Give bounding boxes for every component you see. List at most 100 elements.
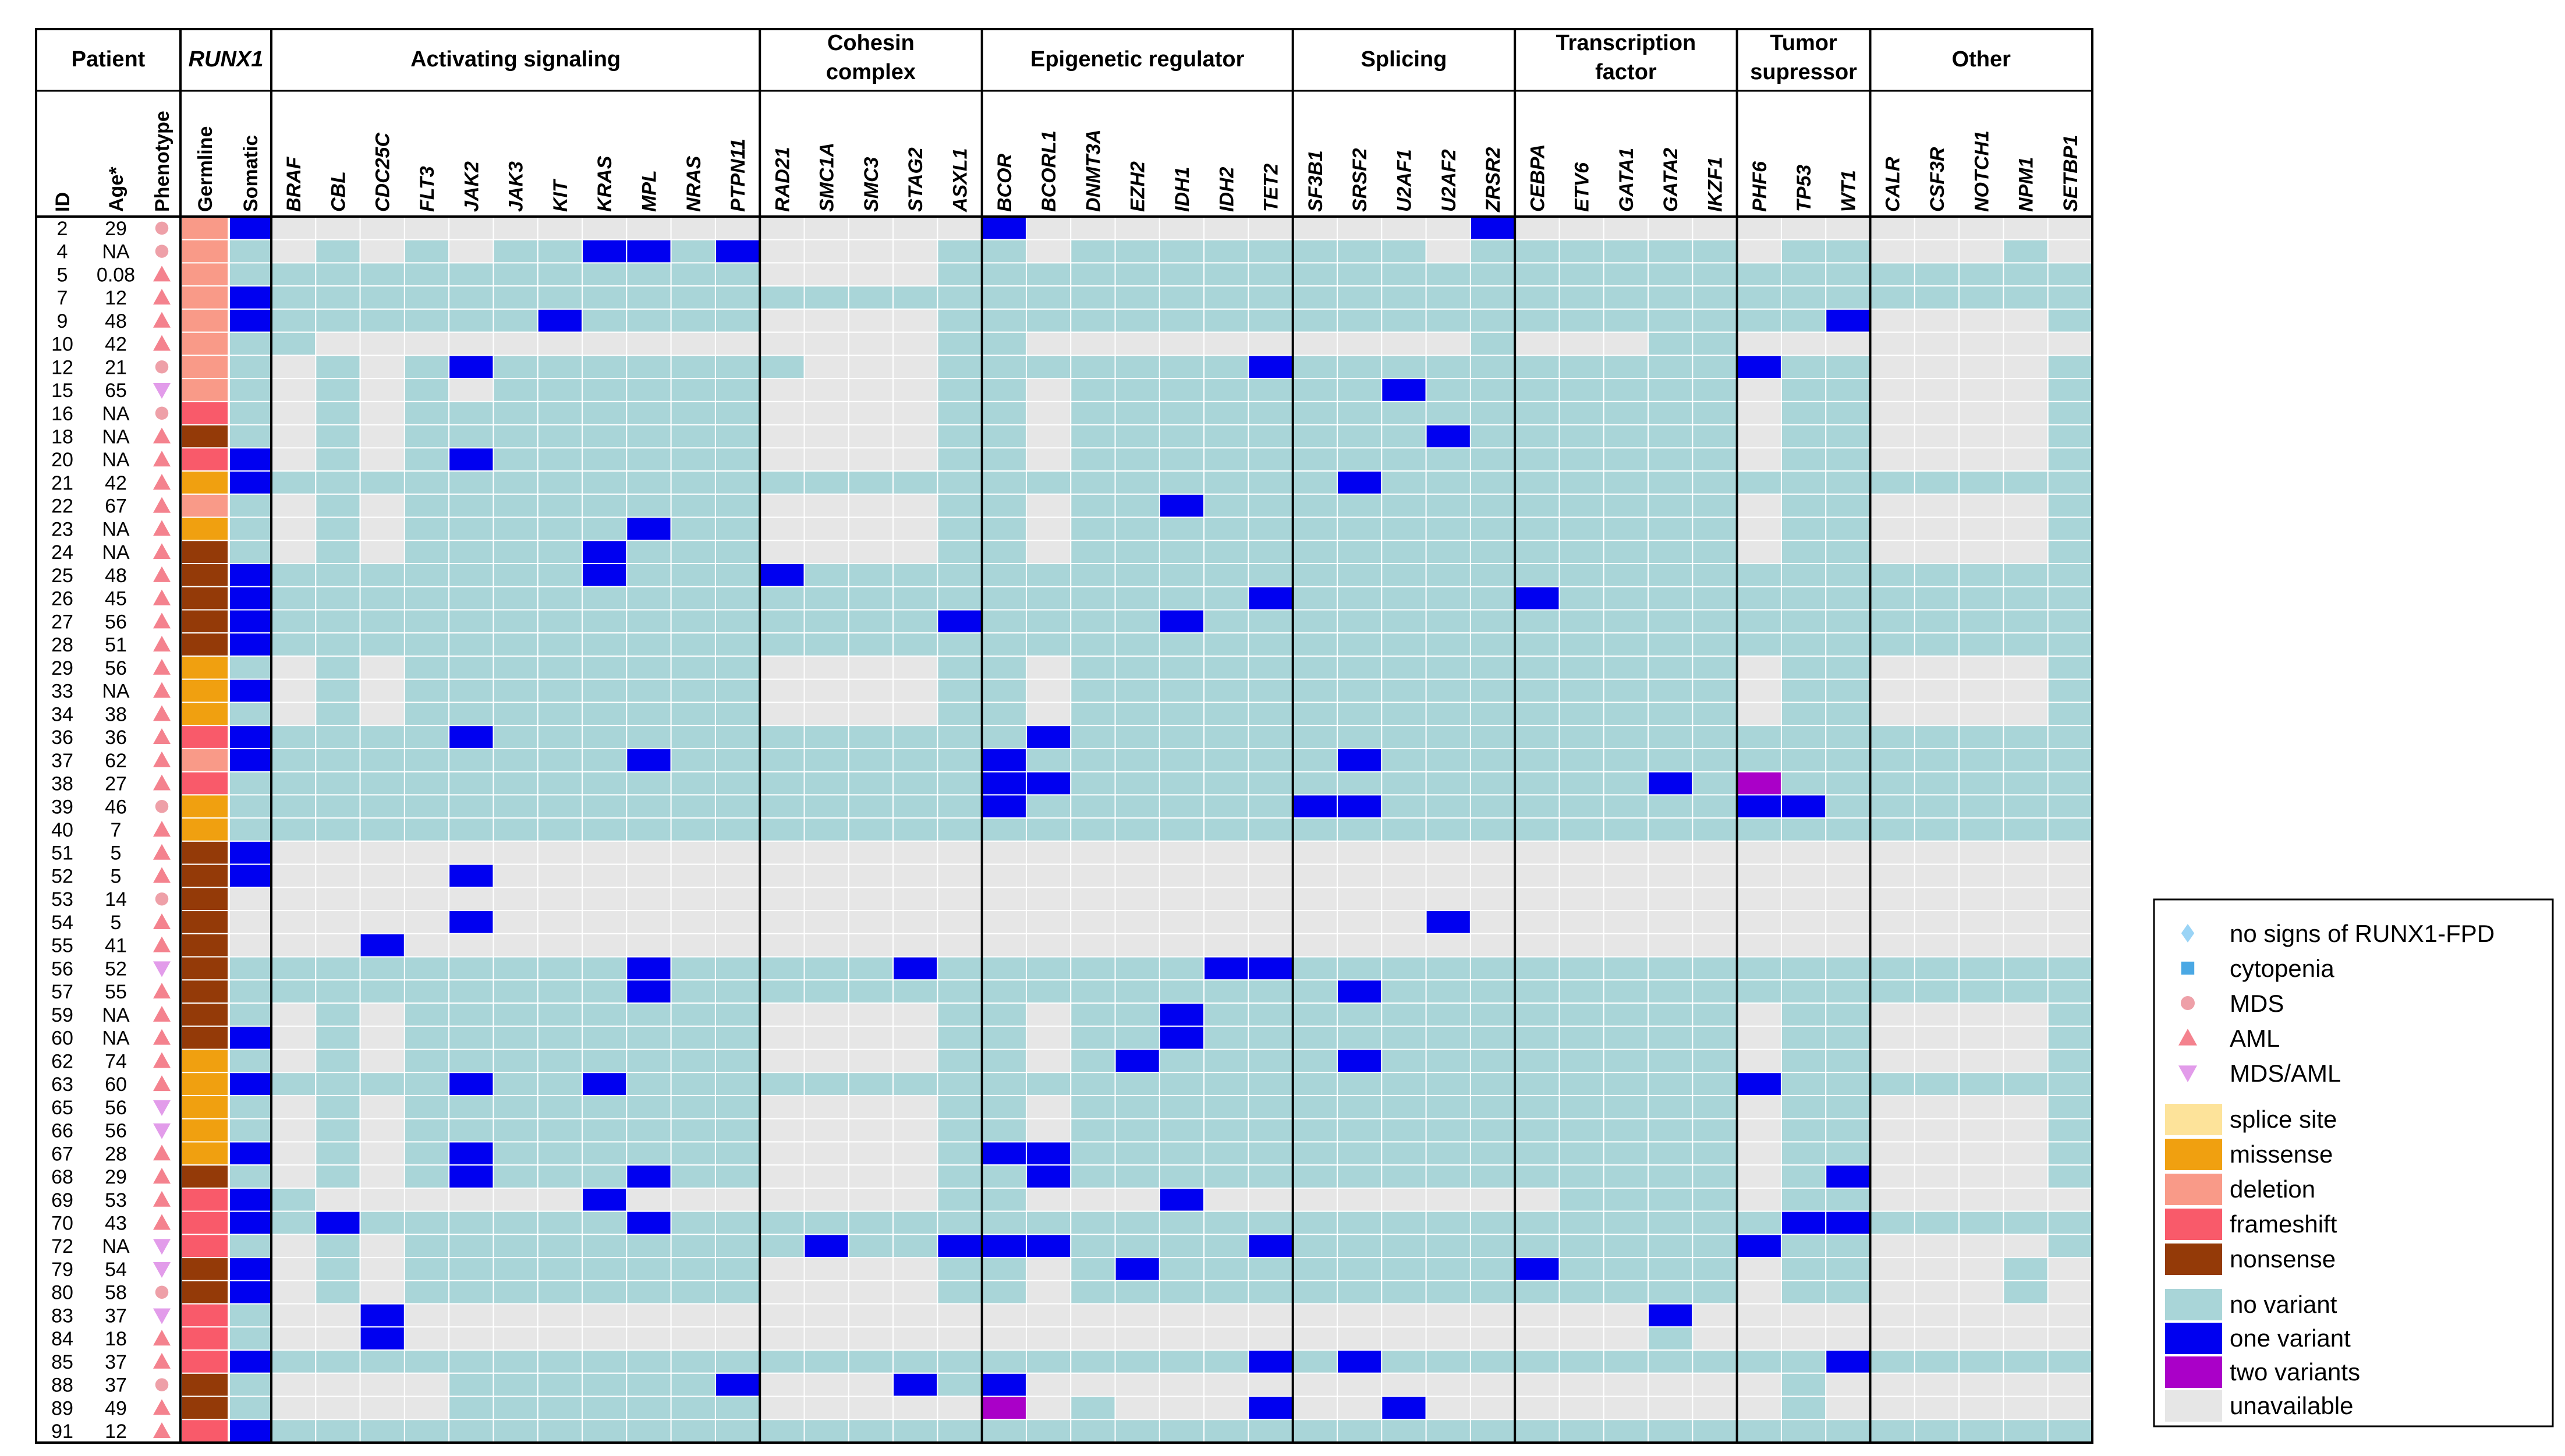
gene-cell — [981, 1326, 1027, 1351]
gene-cell — [448, 239, 494, 264]
gene-cell — [2047, 1234, 2093, 1259]
gene-cell — [714, 1072, 761, 1096]
gene-cell — [359, 1118, 405, 1143]
gene-cell — [1425, 979, 1471, 1004]
gene-cell — [1337, 840, 1383, 865]
gene-cell — [271, 678, 317, 703]
gene-cell — [803, 933, 849, 958]
gene-cell — [1292, 1303, 1338, 1328]
gene-cell — [759, 447, 805, 472]
gene-cell — [1648, 1210, 1694, 1235]
gene-cell — [626, 887, 672, 912]
gene-cell — [1558, 216, 1604, 240]
gene-cell — [1869, 1326, 1915, 1351]
gene-cell — [759, 1326, 805, 1351]
gene-cell — [448, 262, 494, 287]
patient-id: 56 — [51, 958, 73, 980]
germline-cell — [181, 1094, 229, 1120]
gene-cell — [892, 1025, 938, 1050]
germline-cell — [181, 910, 229, 934]
gene-cell — [803, 1257, 849, 1281]
gene-cell — [937, 493, 983, 518]
gene-cell — [1648, 1072, 1694, 1096]
gene-cell — [1248, 1118, 1294, 1143]
gene-cell — [1070, 609, 1116, 634]
gene-cell — [1158, 632, 1205, 657]
gene-cell — [315, 887, 361, 912]
gene-cell — [1958, 355, 2004, 380]
gene-cell — [359, 331, 405, 356]
gene-cell — [626, 493, 672, 518]
gene-cell — [1425, 725, 1471, 749]
gene-cell — [937, 355, 983, 380]
gene-cell — [892, 216, 938, 240]
gene-cell — [1780, 979, 1827, 1004]
patient-age: 65 — [105, 380, 127, 402]
germline-cell — [181, 1349, 229, 1374]
gene-cell — [448, 401, 494, 426]
gene-cell — [759, 470, 805, 495]
gene-cell — [759, 1094, 805, 1120]
patient-age: 55 — [105, 981, 127, 1003]
gene-cell — [1248, 1072, 1294, 1096]
gene-cell — [626, 794, 672, 819]
gene-cell — [1248, 586, 1294, 611]
table-frame — [35, 28, 2093, 1444]
gene-cell — [1736, 1187, 1782, 1212]
gene-cell — [1825, 979, 1871, 1004]
gene-cell — [403, 1303, 450, 1328]
gene-cell — [1469, 331, 1516, 356]
gene-cell — [1381, 910, 1427, 934]
gene-cell — [582, 702, 628, 727]
gene-cell — [1914, 424, 1960, 449]
gene-cell — [759, 1395, 805, 1420]
gene-cell — [981, 563, 1027, 587]
gene-cell — [2003, 1072, 2049, 1096]
gene-cell — [1780, 1072, 1827, 1096]
gene-cell — [359, 1257, 405, 1281]
gene-cell — [848, 378, 894, 402]
gene-cell — [1248, 401, 1294, 426]
gene-cell — [759, 1164, 805, 1189]
gene-cell — [892, 1234, 938, 1259]
gene-cell — [2047, 1210, 2093, 1235]
gene-cell — [2047, 933, 2093, 958]
gene-cell — [448, 840, 494, 865]
gene-cell — [1114, 378, 1160, 402]
gene-cell — [937, 817, 983, 842]
gene-cell — [1337, 725, 1383, 749]
gene-cell — [1025, 1349, 1072, 1374]
phenotype-marker — [153, 844, 171, 860]
gene-cell — [1825, 470, 1871, 495]
gene-cell — [1514, 563, 1560, 587]
gene-cell — [1914, 285, 1960, 310]
gene-cell — [448, 632, 494, 657]
gene-cell — [937, 956, 983, 981]
gene-cell — [2003, 840, 2049, 865]
gene-cell — [1869, 1280, 1915, 1305]
gene-cell — [1692, 863, 1738, 888]
gene-cell — [1780, 1280, 1827, 1305]
gene-cell — [1692, 748, 1738, 773]
gene-cell — [1158, 887, 1205, 912]
gene-cell — [2003, 470, 2049, 495]
gene-cell — [759, 655, 805, 680]
gene-cell — [892, 863, 938, 888]
phenotype-marker — [153, 1214, 171, 1230]
gene-cell — [1292, 609, 1338, 634]
gene-cell — [1692, 239, 1738, 264]
gene-cell — [2003, 887, 2049, 912]
gene-cell — [670, 771, 716, 796]
gene-cell — [1114, 1118, 1160, 1143]
gene-cell — [493, 1094, 538, 1120]
gene-cell — [981, 355, 1027, 380]
gene-header-ptpn11: PTPN11 — [727, 139, 749, 212]
gene-cell — [981, 540, 1027, 565]
gene-cell — [714, 702, 761, 727]
gene-cell — [448, 1187, 494, 1212]
gene-cell — [1203, 331, 1249, 356]
gene-cell — [582, 1395, 628, 1420]
gene-cell — [271, 817, 317, 842]
gene-cell — [1514, 1257, 1560, 1281]
gene-cell — [981, 609, 1027, 634]
